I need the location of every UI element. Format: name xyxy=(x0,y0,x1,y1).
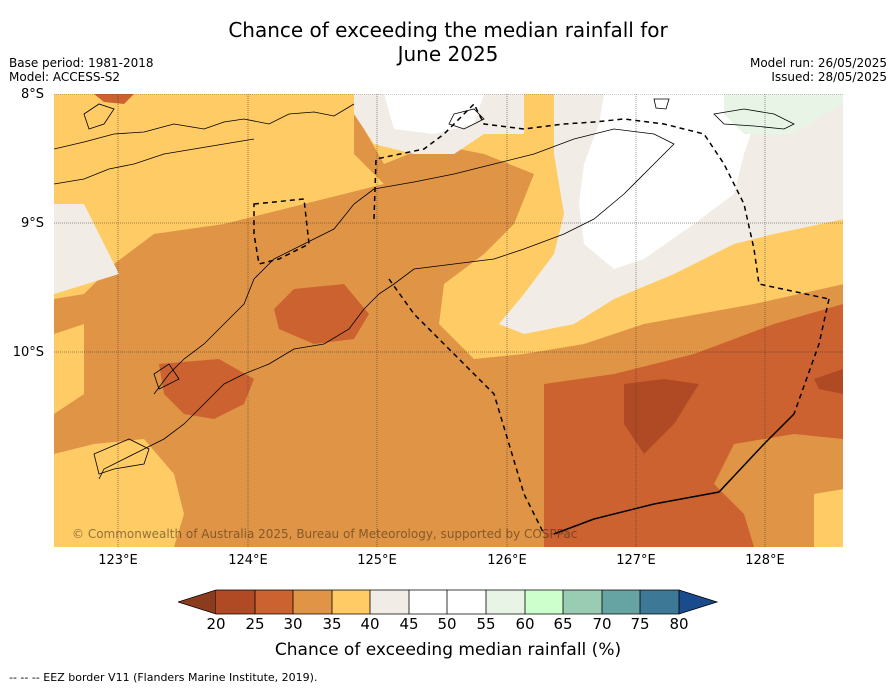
lon-label-127e: 127°E xyxy=(616,553,656,568)
model-name: Model: ACCESS-S2 xyxy=(9,70,121,84)
colorbar-bin-35-40 xyxy=(332,590,370,614)
colorbar-bin-45-50 xyxy=(409,590,447,614)
colorbar-bin-65-70 xyxy=(563,590,602,614)
zone-45-55-north xyxy=(384,94,484,134)
colorbar-bin-20-25 xyxy=(216,590,255,614)
lon-label-124e: 124°E xyxy=(228,553,268,568)
colorbar-bin-60-65 xyxy=(525,590,563,614)
coastlines xyxy=(54,98,795,480)
meta-right: Model run: 26/05/2025 Issued: 28/05/2025 xyxy=(750,56,887,84)
colorbar-label: Chance of exceeding median rainfall (%) xyxy=(274,640,622,660)
colorbar-tick-30: 30 xyxy=(283,615,303,633)
map-title: Chance of exceeding the median rainfall … xyxy=(0,18,896,66)
zone-25-30-southeast xyxy=(544,304,843,547)
eez-footnote: -- -- -- EEZ border V11 (Flanders Marine… xyxy=(9,671,318,684)
lon-label-123e: 123°E xyxy=(98,553,138,568)
colorbar-tick-60: 60 xyxy=(515,615,535,633)
colorbar-tick-70: 70 xyxy=(592,615,612,633)
colorbar-tick-25: 25 xyxy=(245,615,265,633)
colorbar-tick-35: 35 xyxy=(322,615,342,633)
zone-35-40-southwest xyxy=(54,439,184,547)
model-run: Model run: 26/05/2025 xyxy=(749,56,887,70)
zone-25-30-timor-west xyxy=(159,359,254,419)
eez-border xyxy=(253,102,830,535)
colorbar-dividers xyxy=(216,589,679,615)
zone-35-40-west-strip xyxy=(54,324,84,414)
colorbar-tick-40: 40 xyxy=(360,615,380,633)
colorbar-bin-70-75 xyxy=(602,590,640,614)
colorbar-extend-low xyxy=(178,589,217,615)
colorbar-tick-65: 65 xyxy=(553,615,573,633)
lat-label-10s: 10°S xyxy=(12,345,44,360)
graticule xyxy=(54,94,843,547)
colorbar-bin-25-30 xyxy=(255,590,293,614)
zone-35-40-northwest xyxy=(54,94,384,299)
zone-25-30-north-edge xyxy=(94,94,134,104)
colorbar-bin-75-80 xyxy=(640,590,679,614)
colorbar-tick-45: 45 xyxy=(399,615,419,633)
colorbar-tick-20: 20 xyxy=(206,615,226,633)
colorbar-tick-55: 55 xyxy=(476,615,496,633)
colorbar-bin-30-35 xyxy=(293,590,332,614)
colorbar-tick-75: 75 xyxy=(630,615,650,633)
rainfall-map: © Commonwealth of Australia 2025, Bureau… xyxy=(54,94,843,547)
map-canvas xyxy=(54,94,843,547)
zone-35-40-southeast xyxy=(814,489,843,547)
zone-25-30-centre xyxy=(274,284,369,344)
title-line-1: Chance of exceeding the median rainfall … xyxy=(228,18,668,42)
zone-20-25-east-edge xyxy=(814,369,843,394)
meta-left: Base period: 1981-2018 Model: ACCESS-S2 xyxy=(9,56,154,84)
colorbar-extend-high xyxy=(678,589,719,615)
zone-40-45-west xyxy=(54,204,119,294)
colorbar xyxy=(178,589,719,615)
zone-55-60-northeast xyxy=(724,94,843,134)
lat-label-9s: 9°S xyxy=(20,216,44,231)
issued-date: Issued: 28/05/2025 xyxy=(771,70,887,84)
base-period: Base period: 1981-2018 xyxy=(9,56,154,70)
zone-45-55-east xyxy=(579,94,754,269)
lat-label-8s: 8°S xyxy=(20,87,44,102)
lon-label-128e: 128°E xyxy=(745,553,785,568)
colorbar-tick-50: 50 xyxy=(437,615,457,633)
zone-20-25-southeast xyxy=(624,379,699,454)
lon-label-125e: 125°E xyxy=(357,553,397,568)
copyright-text: © Commonwealth of Australia 2025, Bureau… xyxy=(72,527,578,541)
colorbar-tick-80: 80 xyxy=(669,615,689,633)
title-line-2: June 2025 xyxy=(397,42,499,66)
colorbar-bin-40-45 xyxy=(370,590,409,614)
lon-label-126e: 126°E xyxy=(487,553,527,568)
colorbar-bin-50-55 xyxy=(447,590,486,614)
colorbar-bin-55-60 xyxy=(486,590,525,614)
